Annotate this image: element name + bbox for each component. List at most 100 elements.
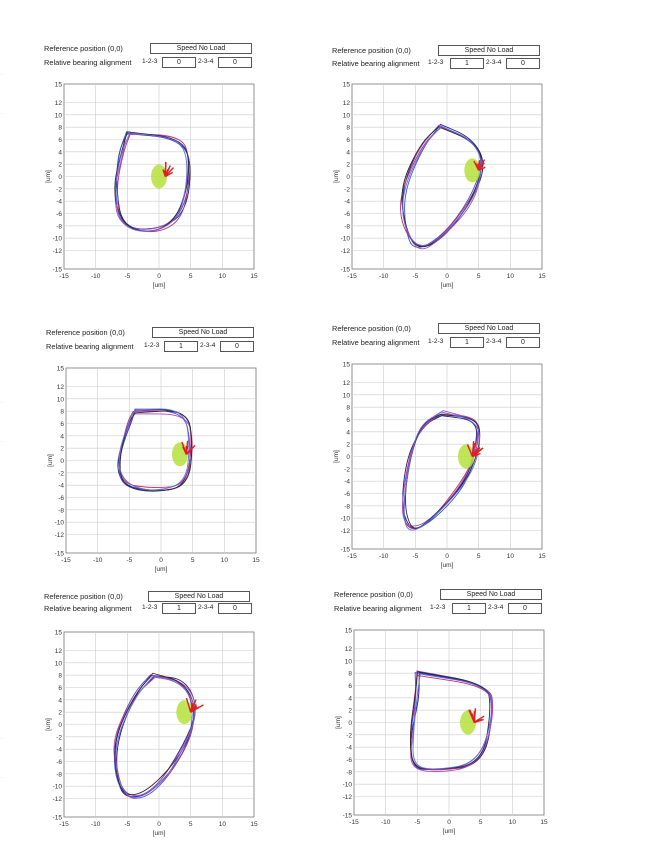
punch-hole-top [0,74,5,114]
y-tick-label: 6 [58,685,62,692]
y-tick-label: -8 [56,771,62,778]
y-tick-label: -6 [56,211,62,218]
mode-field[interactable]: Speed No Load [152,327,254,338]
y-axis-label: [um] [47,454,54,467]
y-tick-label: 4 [348,695,352,702]
pos-123-label: 1-2-3 [144,342,159,349]
green-cluster [176,700,192,724]
x-tick-label: -15 [347,553,357,560]
y-tick-label: -12 [343,794,353,801]
y-tick-label: 15 [343,82,351,89]
pos-123-field[interactable]: 0 [162,57,196,68]
y-tick-label: -2 [344,466,350,473]
y-tick-label: -12 [53,248,63,255]
y-axis-label: [um] [45,718,52,731]
y-tick-label: -6 [58,495,64,502]
y-tick-label: -8 [344,503,350,510]
y-tick-label: -10 [53,236,63,243]
y-tick-label: -4 [344,479,350,486]
y-tick-label: -6 [346,757,352,764]
pos-123-label: 1-2-3 [430,604,445,611]
x-tick-label: 5 [477,553,481,560]
pos-123-field[interactable]: 1 [164,341,198,352]
pos-123-field[interactable]: 1 [452,603,486,614]
y-tick-label: -2 [56,734,62,741]
x-tick-label: -15 [349,819,359,826]
y-tick-label: -10 [341,236,351,243]
pos-123-field[interactable]: 1 [450,58,484,69]
x-tick-label: 10 [221,557,229,564]
pos-234-label: 2-3-4 [488,604,503,611]
x-tick-label: 10 [219,273,227,280]
y-tick-label: 0 [346,454,350,461]
y-tick-label: -8 [58,507,64,514]
x-axis-label: [um] [441,282,454,289]
pos-234-field[interactable]: 0 [506,58,540,69]
y-tick-label: 15 [345,628,353,635]
x-tick-label: 5 [189,821,193,828]
mode-field[interactable]: Speed No Load [438,323,540,334]
y-tick-label: -8 [344,223,350,230]
pos-123-label: 1-2-3 [428,59,443,66]
y-tick-label: 4 [346,149,350,156]
x-tick-label: 5 [191,557,195,564]
x-tick-label: 0 [445,273,449,280]
y-tick-label: 0 [348,720,352,727]
x-tick-label: 15 [252,557,260,564]
relative-alignment-label: Relative bearing alignment [44,604,132,613]
y-tick-label: 4 [346,429,350,436]
pos-234-field[interactable]: 0 [506,337,540,348]
orbit-plot-4: 15121086420-2-4-6-8-10-12-15-15-10-50510… [332,356,557,576]
y-axis-label: [um] [333,450,340,463]
x-tick-label: 0 [447,819,451,826]
pos-234-label: 2-3-4 [200,342,215,349]
reference-position-label: Reference position (0,0) [332,324,411,333]
pos-234-label: 2-3-4 [486,338,501,345]
pos-234-field[interactable]: 0 [218,57,252,68]
x-tick-label: -5 [124,273,130,280]
y-tick-label: 12 [55,648,63,655]
x-axis-label: [um] [441,562,454,569]
mode-field[interactable]: Speed No Load [438,45,540,56]
y-tick-label: -2 [56,186,62,193]
x-axis-label: [um] [443,828,456,835]
y-tick-label: 12 [345,646,353,653]
y-tick-label: 12 [343,100,351,107]
pos-234-field[interactable]: 0 [508,603,542,614]
y-tick-label: 0 [346,174,350,181]
orbit-plot-6: 15121086420-2-4-6-8-10-12-15-15-10-50510… [334,622,559,842]
pos-123-field[interactable]: 1 [450,337,484,348]
y-tick-label: 0 [58,174,62,181]
y-tick-label: 2 [60,446,64,453]
reference-position-label: Reference position (0,0) [44,44,123,53]
pos-234-field[interactable]: 0 [220,341,254,352]
y-tick-label: 6 [346,417,350,424]
pos-234-label: 2-3-4 [198,58,213,65]
pos-234-label: 2-3-4 [198,604,213,611]
orbit-panel-1: Reference position (0,0) Speed No Load R… [44,42,304,304]
x-tick-label: 0 [159,557,163,564]
x-tick-label: -5 [126,557,132,564]
pos-123-field[interactable]: 1 [162,603,196,614]
y-axis-label: [um] [335,716,342,729]
y-tick-label: -4 [56,199,62,206]
y-tick-label: -4 [344,199,350,206]
pos-123-label: 1-2-3 [428,338,443,345]
mode-field[interactable]: Speed No Load [150,43,252,54]
y-tick-label: -2 [346,732,352,739]
mode-field[interactable]: Speed No Load [440,589,542,600]
y-tick-label: 8 [58,673,62,680]
y-tick-label: -8 [346,769,352,776]
y-tick-label: 2 [348,708,352,715]
y-tick-label: 6 [60,421,64,428]
mode-field[interactable]: Speed No Load [148,591,250,602]
x-tick-label: 0 [157,821,161,828]
y-tick-label: 2 [346,442,350,449]
y-tick-label: 6 [346,137,350,144]
y-tick-label: 15 [55,82,63,89]
y-tick-label: -12 [53,796,63,803]
pos-234-field[interactable]: 0 [218,603,252,614]
y-tick-label: -10 [343,782,353,789]
pos-123-label: 1-2-3 [142,604,157,611]
x-tick-label: -15 [59,821,69,828]
